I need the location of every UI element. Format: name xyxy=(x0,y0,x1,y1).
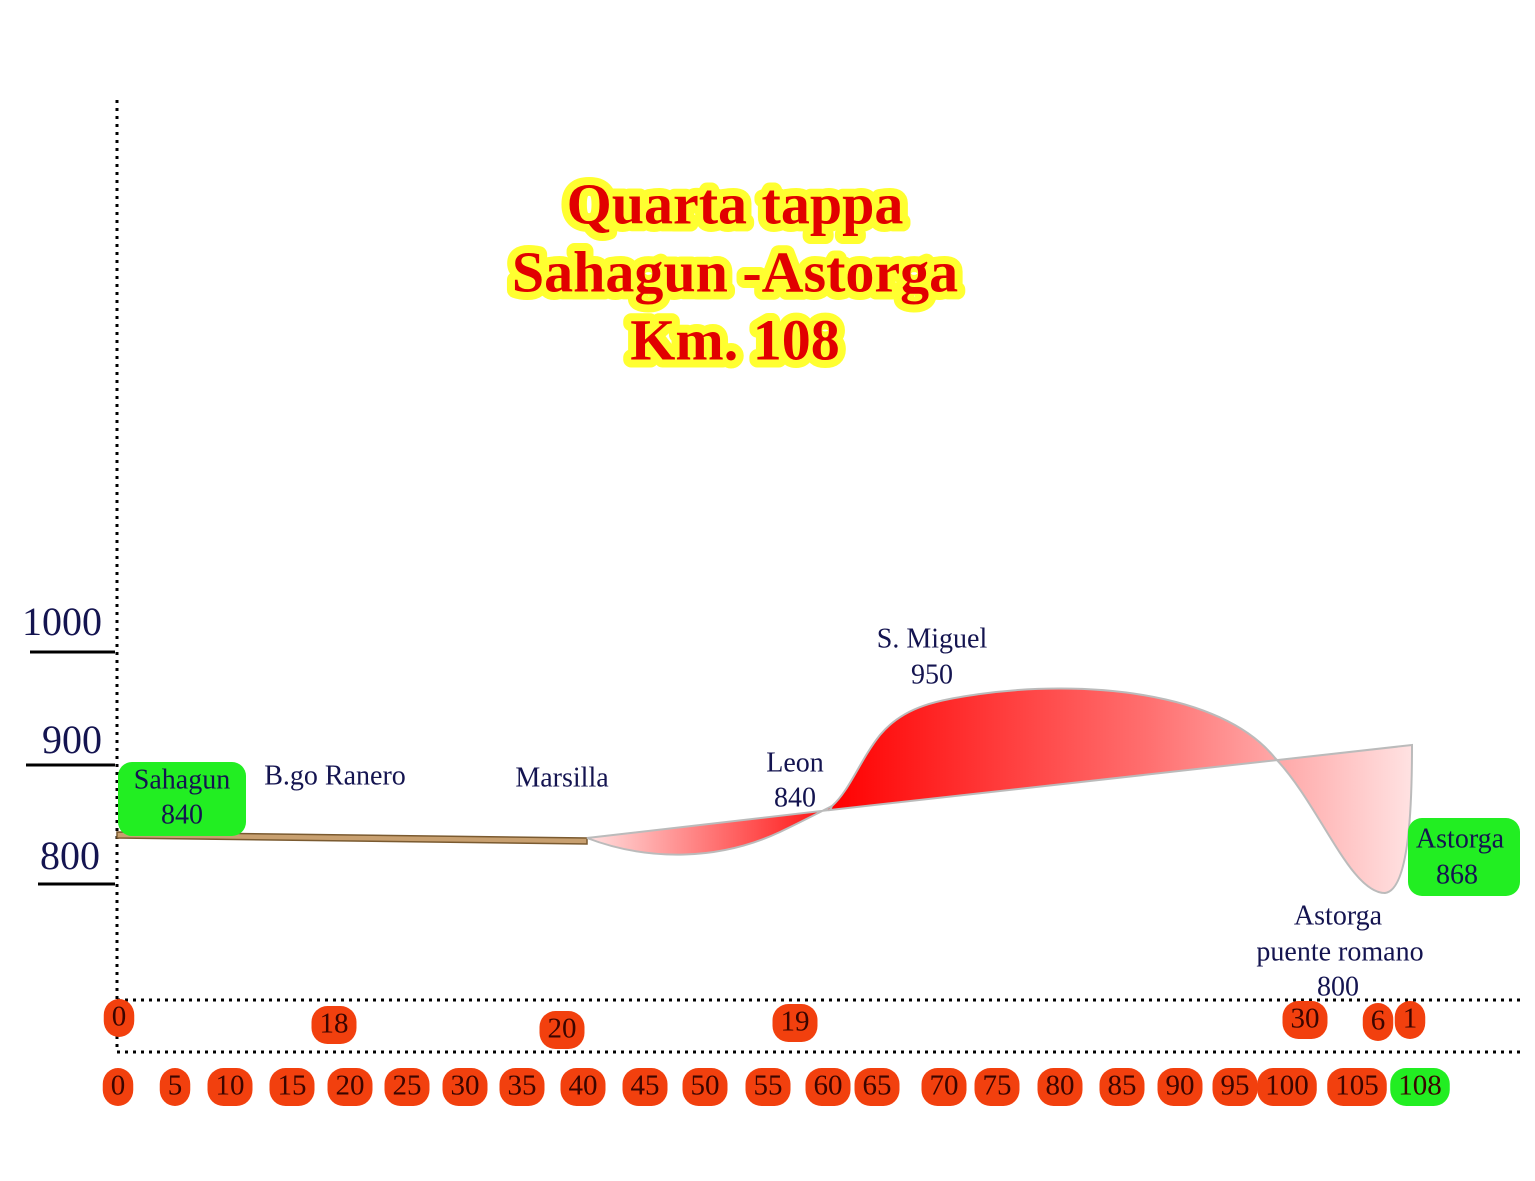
distance-label: 50 xyxy=(691,1070,720,1102)
label-blob xyxy=(327,1068,373,1106)
label-blob xyxy=(207,1068,253,1106)
label-blob xyxy=(1037,1068,1083,1106)
title-line: Quarta tappa xyxy=(567,171,904,236)
label-blob xyxy=(1394,1001,1426,1039)
label-blob xyxy=(499,1068,545,1106)
distance-label: 75 xyxy=(983,1070,1012,1102)
distance-label: 95 xyxy=(1221,1070,1250,1102)
end-badge xyxy=(1408,818,1520,896)
label-blob xyxy=(1157,1068,1203,1106)
label-blob xyxy=(805,1068,851,1106)
place-altitude: 950 xyxy=(911,659,953,690)
label-blob xyxy=(1362,1003,1394,1041)
distance-label: 25 xyxy=(393,1070,422,1102)
distance-label: 80 xyxy=(1046,1070,1075,1102)
title: Quarta tappa Sahagun -Astorga Km. 108 xyxy=(504,163,966,380)
label-blob xyxy=(102,1068,134,1106)
title-line: Km. 108 xyxy=(630,307,839,372)
place-name: Leon xyxy=(766,747,824,778)
distance-labels: 0 18 20 19 30 6 10 5 10 15 20 25 30 35 40 45 50 55 60 65 70 7… xyxy=(102,999,1450,1106)
place-altitude: 840 xyxy=(774,782,816,813)
label-blob xyxy=(1390,1068,1450,1106)
place-name: Astorga xyxy=(1416,823,1505,854)
distance-label: 30 xyxy=(451,1070,480,1102)
distance-label: 65 xyxy=(863,1070,892,1102)
place-subtitle: puente romano xyxy=(1256,936,1423,967)
distance-label: 105 xyxy=(1335,1070,1379,1102)
distance-label: 85 xyxy=(1108,1070,1137,1102)
distance-label: 20 xyxy=(336,1070,365,1102)
label-blob xyxy=(1099,1068,1145,1106)
label-blob xyxy=(772,1004,818,1042)
label-blob xyxy=(384,1068,430,1106)
place-name: Sahagun xyxy=(134,764,230,795)
distance-label: 30 xyxy=(1291,1003,1320,1035)
distance-label: 108 xyxy=(1398,1070,1442,1102)
place-name: Marsilla xyxy=(515,762,609,793)
label-blob xyxy=(974,1068,1020,1106)
distance-label: 6 xyxy=(1371,1005,1386,1037)
y-label: 900 xyxy=(42,717,102,762)
label-blob xyxy=(1327,1068,1387,1106)
place-altitude: 840 xyxy=(161,799,203,830)
y-label: 800 xyxy=(40,833,100,878)
label-blob xyxy=(269,1068,315,1106)
start-badge xyxy=(118,762,246,836)
distance-label: 70 xyxy=(930,1070,959,1102)
distance-label: 1 xyxy=(1403,1003,1418,1035)
distance-label: 5 xyxy=(168,1070,183,1102)
label-blob xyxy=(1212,1068,1258,1106)
label-blob xyxy=(560,1068,606,1106)
label-blob xyxy=(921,1068,967,1106)
distance-label: 60 xyxy=(814,1070,843,1102)
y-label: 1000 xyxy=(22,599,102,644)
place-name: B.go Ranero xyxy=(264,760,406,791)
distance-label: 35 xyxy=(508,1070,537,1102)
title-line: Sahagun -Astorga xyxy=(512,239,958,304)
distance-label: 0 xyxy=(111,1070,126,1102)
distance-label: 18 xyxy=(320,1008,349,1040)
distance-label: 55 xyxy=(754,1070,783,1102)
label-blob xyxy=(539,1011,585,1049)
label-blob xyxy=(311,1006,357,1044)
label-blob xyxy=(1282,1001,1328,1039)
label-blob xyxy=(682,1068,728,1106)
distance-label: 100 xyxy=(1265,1070,1309,1102)
distance-label: 15 xyxy=(278,1070,307,1102)
label-blob xyxy=(103,999,135,1037)
label-blob xyxy=(442,1068,488,1106)
place-altitude: 868 xyxy=(1436,859,1478,890)
distance-label: 90 xyxy=(1166,1070,1195,1102)
distance-label: 0 xyxy=(112,1001,127,1033)
place-name: Astorga xyxy=(1294,900,1383,931)
distance-label: 40 xyxy=(569,1070,598,1102)
label-blob xyxy=(854,1068,900,1106)
profile-shape xyxy=(828,687,1414,895)
label-blob xyxy=(159,1068,191,1106)
distance-label: 45 xyxy=(631,1070,660,1102)
profile-shape xyxy=(586,803,835,856)
place-altitude: 800 xyxy=(1317,971,1359,1002)
label-blob xyxy=(1257,1068,1317,1106)
distance-label: 19 xyxy=(781,1006,810,1038)
distance-label: 10 xyxy=(216,1070,245,1102)
label-blob xyxy=(745,1068,791,1106)
place-name: S. Miguel xyxy=(877,623,988,654)
distance-label: 20 xyxy=(548,1013,577,1045)
label-blob xyxy=(622,1068,668,1106)
